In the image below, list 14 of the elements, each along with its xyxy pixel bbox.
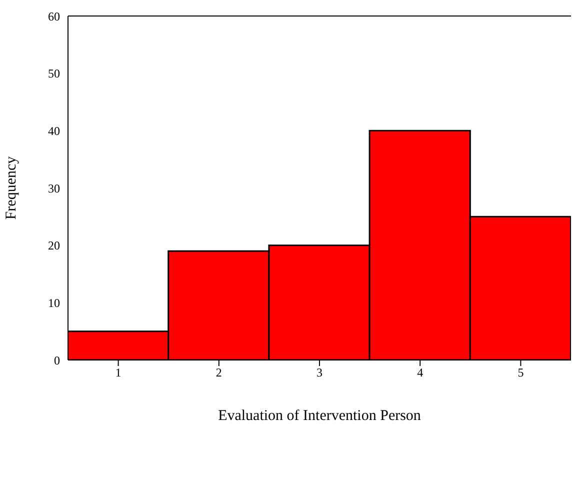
y-tick-label: 20 [48,238,60,253]
y-tick-label: 60 [48,9,60,24]
x-tick-label: 2 [216,366,222,380]
x-tick-label: 4 [417,366,424,380]
y-tick-label: 10 [48,296,60,310]
y-tick-label: 0 [54,353,60,368]
x-axis-title: Evaluation of Intervention Person [218,408,422,424]
y-tick-label: 30 [48,181,60,196]
x-tick-label: 5 [518,366,524,380]
y-tick-label: 50 [48,66,60,81]
x-tick-label: 1 [115,366,122,380]
y-axis-title: Frequency [3,156,20,220]
x-tick-label: 3 [316,366,322,380]
y-tick-label: 40 [48,124,60,138]
